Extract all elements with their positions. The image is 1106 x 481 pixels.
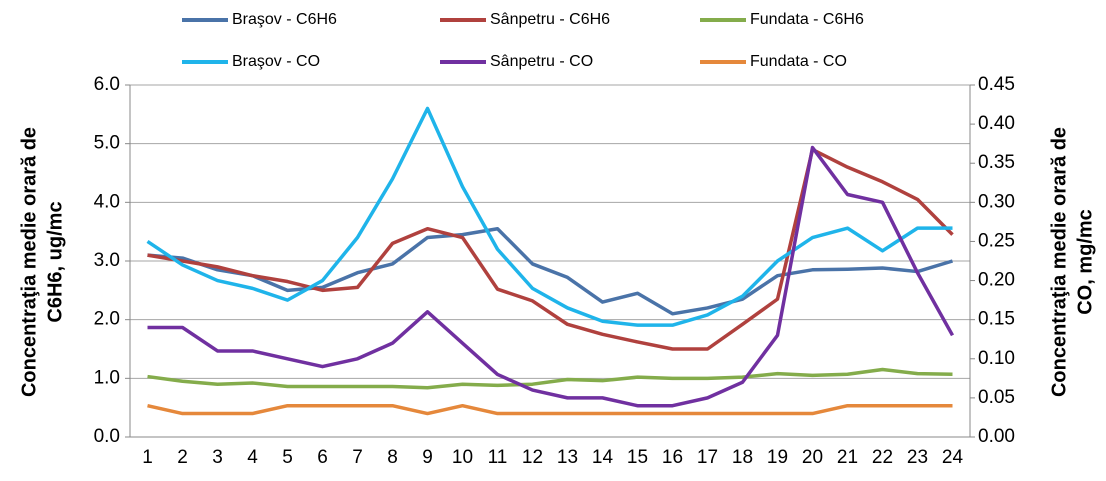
x-tick-label: 16: [662, 447, 683, 468]
y-tick-label: 4.0: [94, 191, 120, 212]
series-line: [146, 106, 953, 327]
y2-axis-title-line: Concentraţia medie orară de: [1048, 127, 1070, 397]
x-tick-label: 14: [592, 447, 614, 468]
x-tick-label: 21: [837, 447, 858, 468]
x-tick-label: 15: [627, 447, 648, 468]
x-tick-label: 9: [422, 447, 433, 468]
y-tick-label: 2.0: [94, 309, 120, 330]
y2-tick-label: 0.05: [978, 387, 1015, 408]
x-tick-label: 5: [282, 447, 293, 468]
y-tick-label: 1.0: [94, 367, 120, 388]
y2-tick-label: 0.45: [978, 74, 1015, 95]
x-tick-label: 19: [767, 447, 788, 468]
x-tick-label: 22: [872, 447, 893, 468]
y-tick-label: 3.0: [94, 250, 120, 271]
x-tick-label: 13: [557, 447, 578, 468]
x-tick-label: 12: [522, 447, 543, 468]
y2-tick-label: 0.20: [978, 270, 1015, 291]
series-line: [147, 403, 953, 416]
y-tick-label: 6.0: [94, 74, 120, 95]
series-line: [147, 147, 954, 351]
y2-tick-label: 0.35: [978, 152, 1015, 173]
legend-label: Fundata - C6H6: [750, 11, 864, 28]
legend-label: Sânpetru - C6H6: [490, 11, 610, 28]
series-line: [147, 226, 954, 316]
x-tick-label: 23: [907, 447, 928, 468]
x-tick-label: 2: [177, 447, 188, 468]
x-tick-label: 6: [317, 447, 328, 468]
y2-axis-title: Concentraţia medie orară de CO, mg/mc: [1048, 127, 1096, 397]
y-axis-title: Concentraţia medie orară de C6H6, ug/mc: [18, 127, 66, 397]
x-tick-label: 11: [488, 447, 508, 468]
legend-label: Braşov - C6H6: [232, 11, 337, 28]
x-tick-label: 1: [142, 447, 153, 468]
y-tick-label: 0.0: [94, 426, 120, 447]
y-axis-title-line: Concentraţia medie orară de: [18, 127, 40, 397]
y-axis-title-line: C6H6, ug/mc: [44, 201, 66, 322]
series-line: [147, 367, 953, 390]
y2-tick-label: 0.30: [978, 191, 1015, 212]
y-tick-label: 5.0: [94, 133, 120, 154]
legend-label: Fundata - CO: [750, 53, 847, 70]
x-tick-label: 7: [352, 447, 363, 468]
y2-tick-label: 0.25: [978, 230, 1015, 251]
series-line: [147, 145, 955, 408]
legend-label: Braşov - CO: [232, 53, 320, 70]
legend-label: Sânpetru - CO: [490, 53, 593, 70]
x-tick-label: 10: [452, 447, 473, 468]
x-tick-label: 18: [732, 447, 753, 468]
y2-tick-label: 0.00: [978, 426, 1015, 447]
y2-tick-label: 0.15: [978, 309, 1015, 330]
y2-tick-label: 0.10: [978, 348, 1015, 369]
x-tick-label: 24: [942, 447, 964, 468]
x-tick-label: 17: [697, 447, 718, 468]
x-tick-label: 4: [247, 447, 258, 468]
x-tick-label: 8: [387, 447, 398, 468]
y2-axis-title-line: CO, mg/mc: [1074, 209, 1096, 315]
x-tick-label: 20: [802, 447, 823, 468]
y2-tick-label: 0.40: [978, 113, 1015, 134]
x-tick-label: 3: [212, 447, 223, 468]
